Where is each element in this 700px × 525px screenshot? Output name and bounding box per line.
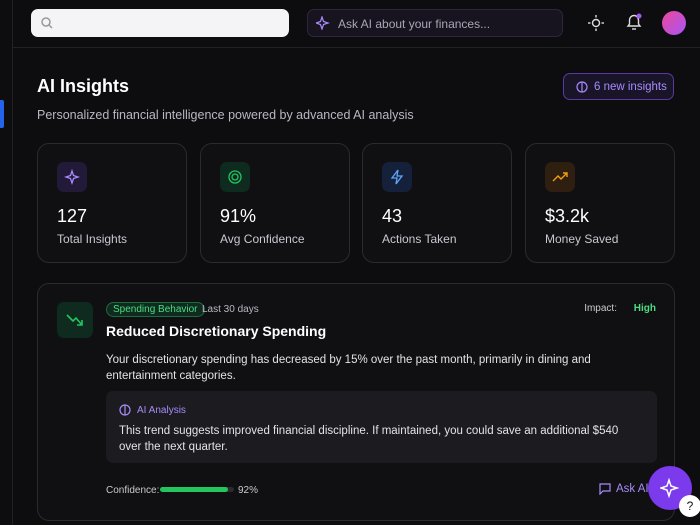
stat-value: 91%: [220, 206, 257, 226]
stat-icon: [382, 162, 412, 192]
theme-toggle[interactable]: [588, 15, 604, 31]
stat-card: 91% Avg Confidence: [200, 143, 350, 263]
sidebar-active: [0, 100, 4, 128]
confidence-track: [160, 487, 234, 492]
stat-card: $3.2k Money Saved: [525, 143, 675, 263]
stat-label: Total Insights: [57, 232, 128, 246]
ai-placeholder: Ask AI about your finances...: [338, 17, 491, 31]
search-icon: [41, 17, 53, 29]
stat-value: 127: [57, 206, 88, 226]
chat-icon: [599, 483, 611, 495]
analysis-box: AI Analysis This trend suggests improved…: [106, 391, 657, 463]
stat-icon: [545, 162, 575, 192]
confidence-bar: [160, 487, 229, 492]
stat-label: Money Saved: [545, 232, 619, 246]
insight-title: Reduced Discretionary Spending: [106, 323, 327, 339]
analysis-title: AI Analysis: [137, 405, 186, 416]
stat-card: 43 Actions Taken: [362, 143, 512, 263]
confidence-value: 92%: [238, 485, 259, 496]
confidence-label: Confidence:: [106, 485, 160, 496]
page-title: AI Insights: [37, 76, 130, 96]
analysis-text: This trend suggests improved financial d…: [119, 425, 619, 453]
period: Last 30 days: [202, 304, 259, 315]
badge-text: 6 new insights: [594, 81, 667, 93]
impact: High: [633, 303, 656, 314]
page-subtitle: Personalized financial intelligence powe…: [37, 108, 414, 122]
avatar[interactable]: [662, 11, 686, 35]
ai-input[interactable]: Ask AI about your finances...: [307, 9, 563, 37]
insight-description: Your discretionary spending has decrease…: [106, 354, 591, 382]
search-input[interactable]: [31, 9, 289, 37]
tag: Spending Behavior: [106, 302, 205, 317]
stat-label: Actions Taken: [382, 232, 457, 246]
stat-value: $3.2k: [545, 206, 590, 226]
stat-label: Avg Confidence: [220, 232, 305, 246]
stat-value: 43: [382, 206, 403, 226]
help-button[interactable]: ?: [679, 495, 700, 517]
ask-ai[interactable]: Ask AI: [616, 483, 649, 495]
stat-card: 127 Total Insights: [37, 143, 187, 263]
stat-icon: [57, 162, 87, 192]
trend-icon: [57, 302, 93, 338]
analysis-icon: [119, 404, 131, 416]
insights-badge[interactable]: 6 new insights: [563, 73, 674, 100]
sparkle-icon: [316, 16, 330, 30]
notifications[interactable]: [625, 13, 643, 31]
stat-icon: [220, 162, 250, 192]
sidebar: [0, 0, 13, 525]
topbar-border: [13, 47, 700, 48]
insight-card: Spending Behavior Last 30 days Impact: H…: [37, 283, 675, 521]
brain-icon: [576, 81, 588, 93]
impact-label: Impact:: [584, 303, 617, 314]
